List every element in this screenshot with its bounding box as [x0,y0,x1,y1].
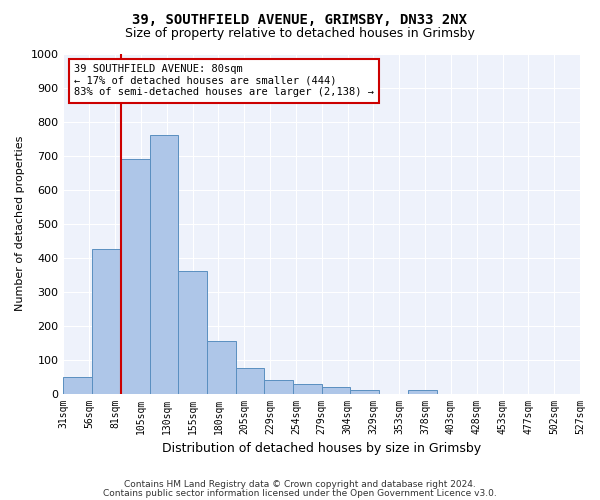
Bar [178,272,207,394]
Bar [207,341,236,394]
Text: Size of property relative to detached houses in Grimsby: Size of property relative to detached ho… [125,28,475,40]
Text: Contains public sector information licensed under the Open Government Licence v3: Contains public sector information licen… [103,488,497,498]
Bar [322,388,350,394]
Bar [236,368,265,394]
Bar [92,249,121,394]
Text: 39, SOUTHFIELD AVENUE, GRIMSBY, DN33 2NX: 39, SOUTHFIELD AVENUE, GRIMSBY, DN33 2NX [133,12,467,26]
Bar [149,136,178,394]
Text: Contains HM Land Registry data © Crown copyright and database right 2024.: Contains HM Land Registry data © Crown c… [124,480,476,489]
Bar [293,384,322,394]
Y-axis label: Number of detached properties: Number of detached properties [15,136,25,312]
Bar [121,160,149,394]
Bar [350,390,379,394]
Bar [64,376,92,394]
Text: 39 SOUTHFIELD AVENUE: 80sqm
← 17% of detached houses are smaller (444)
83% of se: 39 SOUTHFIELD AVENUE: 80sqm ← 17% of det… [74,64,374,98]
Bar [265,380,293,394]
X-axis label: Distribution of detached houses by size in Grimsby: Distribution of detached houses by size … [162,442,481,455]
Bar [408,390,437,394]
